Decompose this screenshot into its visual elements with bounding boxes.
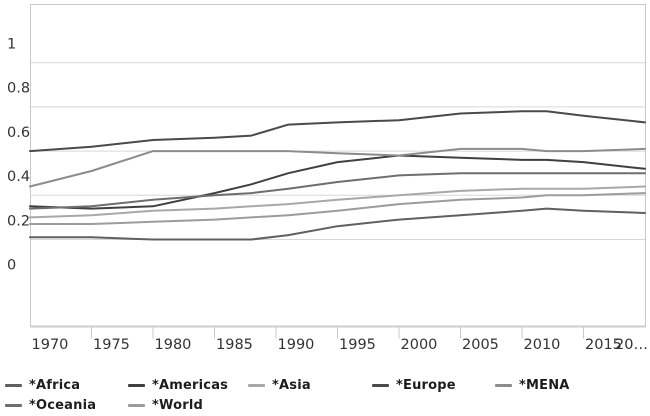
legend-swatch-americas <box>128 384 145 387</box>
series-line-africa <box>29 207 646 241</box>
x-axis-label: 2000 <box>401 337 438 353</box>
legend-swatch-mena <box>495 384 512 387</box>
legend-label-oceania: *Oceania <box>29 398 97 413</box>
series-line-world <box>29 192 646 225</box>
series-line-mena <box>29 147 646 188</box>
series-line-asia <box>29 185 646 219</box>
legend-swatch-oceania <box>5 404 22 407</box>
x-axis-label: 1990 <box>278 337 315 353</box>
legend-item-world: *World <box>128 398 203 413</box>
y-axis-label: 0.2 <box>7 213 30 229</box>
x-axis-label: 20… <box>615 337 648 353</box>
plot-area: 0 0.2 0.4 0.6 0.8 1 1970 1975 1980 1985 1990 1995 20… <box>7 4 648 353</box>
x-axis-label: 1980 <box>155 337 192 353</box>
x-axis-label: 2005 <box>462 337 499 353</box>
legend-label-mena: *MENA <box>519 378 570 393</box>
legend-item-asia: *Asia <box>248 378 311 393</box>
plot-border <box>30 4 646 327</box>
legend-swatch-africa <box>5 384 22 387</box>
legend-swatch-asia <box>248 384 265 387</box>
y-axis-label: 1 <box>7 37 16 53</box>
legend-swatch-world <box>128 404 145 407</box>
legend-label-europe: *Europe <box>396 378 456 393</box>
series-line-oceania <box>29 172 646 210</box>
x-axis-label: 1970 <box>32 337 69 353</box>
legend-item-europe: *Europe <box>372 378 456 393</box>
legend-item-oceania: *Oceania <box>5 398 96 413</box>
x-axis-label: 1985 <box>216 337 253 353</box>
legend-label-americas: *Americas <box>152 378 229 393</box>
x-axis-label: 1995 <box>339 337 376 353</box>
y-axis-label: 0.6 <box>7 125 30 141</box>
x-axis-label: 1975 <box>93 337 130 353</box>
legend-item-africa: *Africa <box>5 378 80 393</box>
x-axis-label: 2010 <box>524 337 561 353</box>
y-axis-label: 0 <box>7 258 16 274</box>
legend-swatch-europe <box>372 384 389 387</box>
series-line-americas <box>29 154 646 210</box>
legend-label-world: *World <box>152 398 203 413</box>
legend-item-mena: *MENA <box>495 378 570 393</box>
series-line-europe <box>29 110 646 153</box>
legend-item-americas: *Americas <box>128 378 228 393</box>
legend-label-africa: *Africa <box>29 378 81 393</box>
y-axis-label: 0.8 <box>7 81 30 97</box>
y-axis-label: 0.4 <box>7 169 30 185</box>
legend-label-asia: *Asia <box>272 378 311 393</box>
x-axis-label: 2015 <box>585 337 622 353</box>
